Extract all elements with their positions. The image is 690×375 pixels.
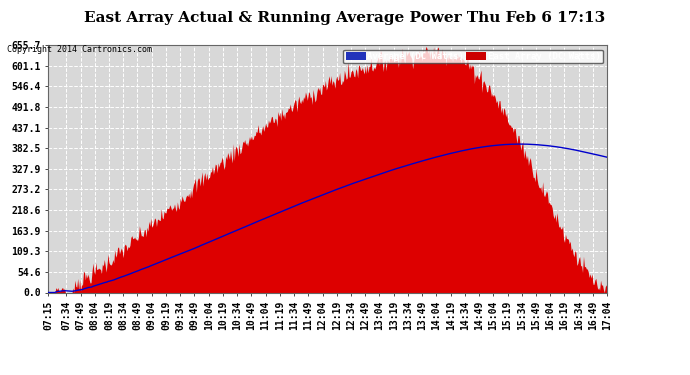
Text: East Array Actual & Running Average Power Thu Feb 6 17:13: East Array Actual & Running Average Powe… [84, 11, 606, 25]
Text: Copyright 2014 Cartronics.com: Copyright 2014 Cartronics.com [7, 45, 152, 54]
Legend: Average (DC Watts), East Array (DC Watts): Average (DC Watts), East Array (DC Watts… [344, 50, 602, 63]
